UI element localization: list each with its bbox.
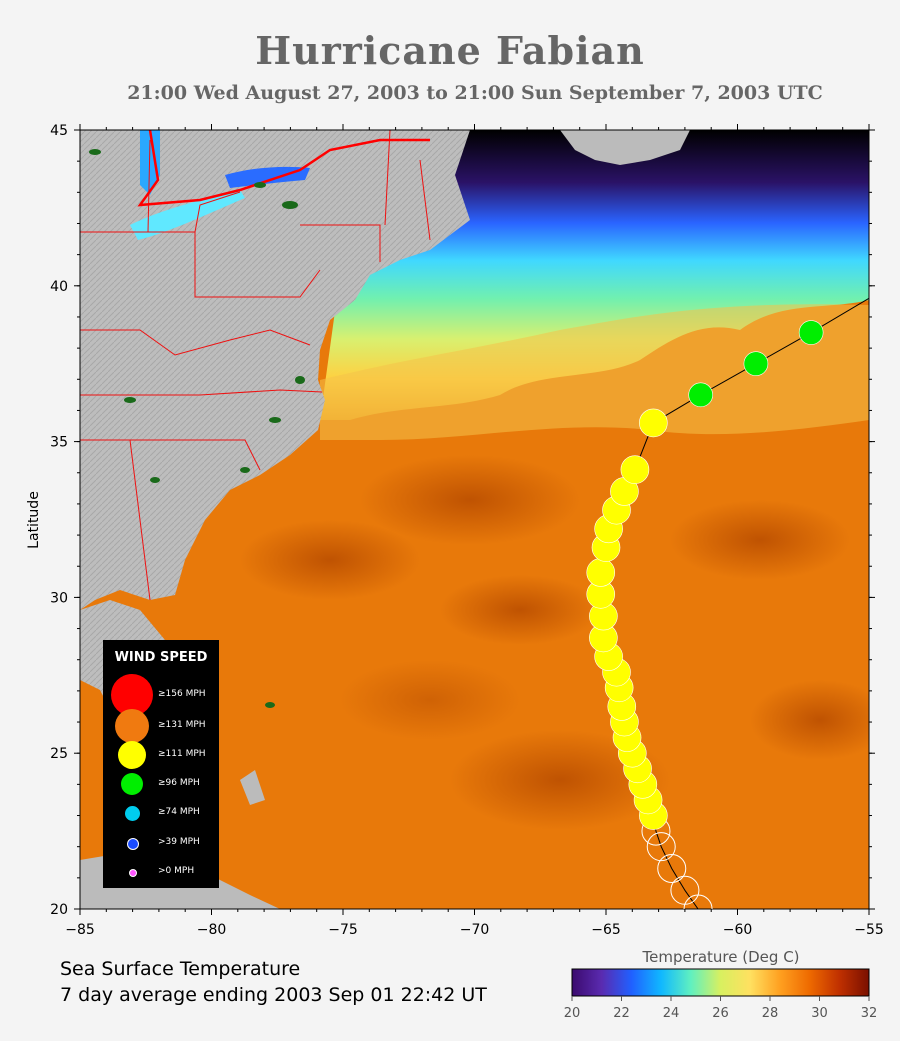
colorbar-title: Temperature (Deg C) — [642, 948, 800, 966]
warm-patch — [670, 500, 850, 580]
y-tick-label: 40 — [50, 279, 68, 295]
coastal-vegetation — [89, 149, 305, 708]
legend-label: ≥111 MPH — [158, 749, 206, 759]
page-title: Hurricane Fabian — [255, 28, 645, 73]
x-tick-label: −60 — [723, 922, 753, 938]
hurricane-track-points — [586, 320, 824, 909]
y-tick-label: 30 — [50, 590, 68, 606]
track-point — [688, 382, 713, 408]
state-borders — [80, 130, 431, 601]
legend-label: >39 MPH — [158, 837, 200, 847]
track-point — [657, 853, 687, 883]
land-bahamas — [240, 770, 265, 805]
wind-speed-legend: WIND SPEED ≥156 MPH ≥131 MPH ≥111 MPH ≥96 M… — [103, 640, 219, 888]
colorbar — [571, 968, 870, 997]
legend-swatch — [115, 709, 149, 743]
canada-border — [137, 130, 430, 207]
warm-patch — [450, 730, 670, 830]
page-subtitle: 21:00 Wed August 27, 2003 to 21:00 Sun S… — [127, 82, 823, 104]
lake-ontario — [225, 166, 310, 188]
warm-patch — [440, 575, 600, 645]
land-north-america — [80, 130, 470, 610]
colorbar-ticks: 20 22 24 26 28 30 32 — [564, 996, 878, 1021]
legend-label: ≥74 MPH — [158, 807, 200, 817]
y-axis: 45 40 35 30 25 20 — [50, 123, 875, 918]
track-point — [620, 455, 650, 484]
x-tick-label: −75 — [328, 922, 358, 938]
legend-label: ≥96 MPH — [158, 778, 200, 788]
x-tick-label: −65 — [591, 922, 621, 938]
x-tick-label: −70 — [460, 922, 490, 938]
y-tick-label: 20 — [50, 902, 68, 918]
legend-swatch — [127, 838, 139, 850]
footer-line-2: 7 day average ending 2003 Sep 01 22:42 U… — [60, 984, 487, 1006]
y-tick-label: 35 — [50, 435, 68, 451]
legend-label: >0 MPH — [158, 866, 195, 876]
colorbar-tick-label: 24 — [663, 1006, 680, 1021]
colorbar-tick-label: 30 — [811, 1006, 828, 1021]
x-axis: −85 −80 −75 −70 −65 −60 −55 — [65, 124, 884, 938]
track-point — [639, 408, 668, 438]
colorbar-tick-label: 20 — [564, 1006, 581, 1021]
x-tick-label: −85 — [65, 922, 95, 938]
warm-patch — [360, 455, 580, 545]
legend-swatch — [118, 741, 146, 769]
warm-patch — [340, 660, 520, 740]
legend-swatch — [124, 805, 140, 821]
warm-patch — [750, 680, 869, 760]
x-tick-label: −55 — [854, 922, 884, 938]
lake-erie — [130, 190, 245, 240]
y-tick-label: 25 — [50, 746, 68, 762]
warm-patch — [240, 520, 420, 600]
track-point — [798, 320, 824, 345]
legend-label: ≥131 MPH — [158, 720, 206, 730]
colorbar-tick-label: 28 — [762, 1006, 779, 1021]
y-axis-label: Latitude — [26, 491, 42, 549]
colorbar-tick-label: 32 — [861, 1006, 878, 1021]
x-tick-label: −80 — [197, 922, 227, 938]
track-point — [670, 875, 700, 905]
y-tick-label: 45 — [50, 123, 68, 139]
land-nova-scotia — [560, 130, 690, 165]
legend-title: WIND SPEED — [114, 650, 208, 665]
legend-label: ≥156 MPH — [158, 689, 206, 699]
track-point — [743, 351, 769, 377]
colorbar-tick-label: 26 — [712, 1006, 729, 1021]
ocean-mid-band — [320, 304, 869, 440]
track-point — [646, 832, 676, 862]
legend-swatch — [121, 773, 143, 795]
track-point — [586, 558, 616, 587]
footer-line-1: Sea Surface Temperature — [60, 958, 301, 980]
legend-swatch — [129, 869, 137, 877]
colorbar-tick-label: 22 — [613, 1006, 630, 1021]
